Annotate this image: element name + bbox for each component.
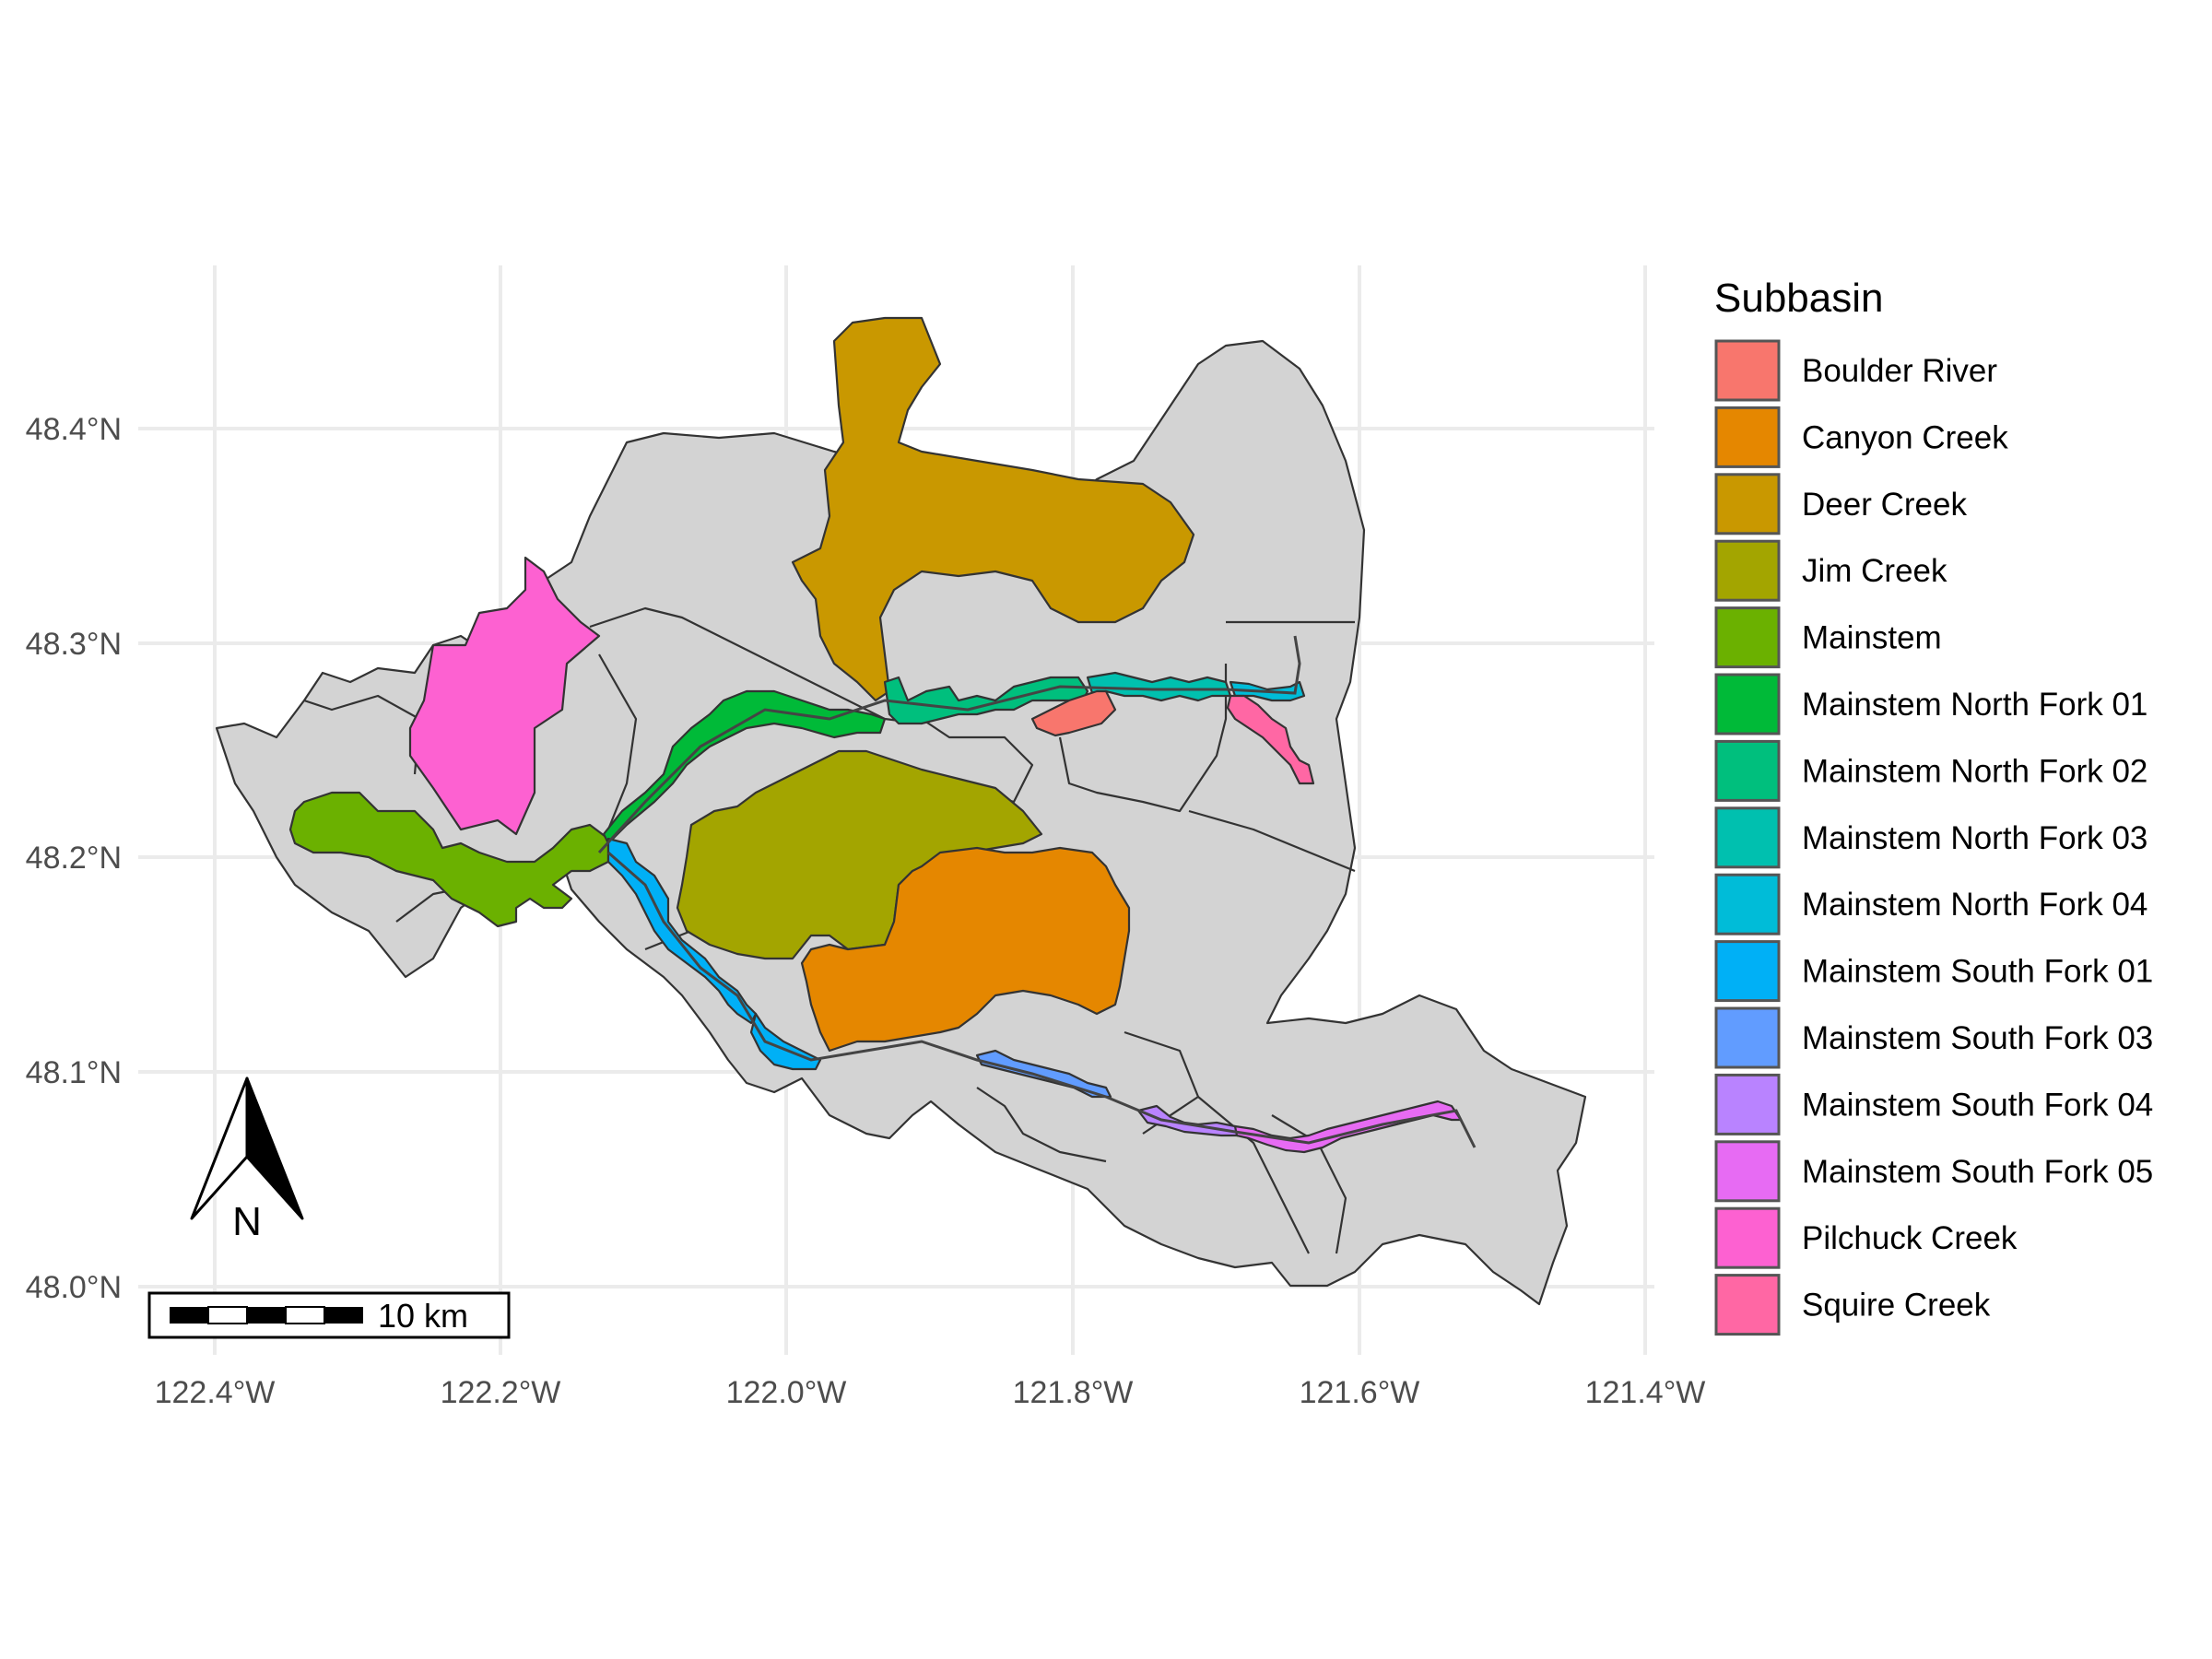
scale-bar-segment (324, 1307, 363, 1324)
north-arrow-label: N (232, 1199, 262, 1244)
lon-label: 122.2°W (441, 1375, 561, 1410)
legend-key (1714, 406, 1781, 468)
legend-label: Mainstem North Fork 01 (1802, 687, 2147, 723)
legend-items: Boulder River Canyon Creek Deer Creek Jim C… (1714, 339, 2153, 1336)
lon-label: 122.0°W (726, 1375, 847, 1410)
legend-item: Mainstem North Fork 04 (1714, 873, 2147, 935)
lat-label: 48.0°N (26, 1270, 122, 1305)
lon-label: 122.4°W (155, 1375, 276, 1410)
legend-item: Boulder River (1714, 339, 1997, 402)
legend-key (1714, 539, 1781, 602)
colored-subbasins (288, 316, 1463, 1154)
legend-label: Mainstem North Fork 03 (1802, 820, 2147, 856)
legend-label: Squire Creek (1802, 1288, 1991, 1324)
legend-label: Mainstem South Fork 01 (1802, 954, 2153, 990)
legend-key (1714, 1006, 1781, 1069)
subbasin-pilchuck-creek (408, 556, 601, 836)
subbasin-canyon-creek (800, 846, 1131, 1053)
legend-label: Boulder River (1802, 353, 1997, 389)
legend-item: Mainstem North Fork 03 (1714, 806, 2147, 869)
legend-key (1714, 1073, 1781, 1135)
legend: Subbasin Boulder River Canyon Creek Deer C… (1714, 276, 2153, 1336)
legend-label: Deer Creek (1802, 487, 1967, 523)
subbasin-mainstem-north-fork-03 (1086, 671, 1232, 702)
lon-label: 121.4°W (1585, 1375, 1706, 1410)
subbasin-squire-creek (1226, 694, 1315, 785)
legend-label: Mainstem South Fork 03 (1802, 1020, 2153, 1056)
legend-item: Mainstem South Fork 01 (1714, 940, 2153, 1003)
legend-key (1714, 606, 1781, 669)
subbasin-mainstem (288, 791, 610, 928)
scale-bar: 10 km (147, 1291, 511, 1339)
scale-bar-segment (247, 1307, 286, 1324)
legend-key (1714, 1274, 1781, 1336)
scale-bar-segment (285, 1306, 325, 1324)
legend-label: Mainstem South Fork 04 (1802, 1087, 2153, 1123)
lon-label: 121.6°W (1300, 1375, 1420, 1410)
gray-subbasin-boundary-6 (1058, 664, 1228, 813)
lat-label: 48.4°N (26, 412, 122, 447)
legend-label: Mainstem North Fork 02 (1802, 753, 2147, 789)
legend-item: Mainstem South Fork 05 (1714, 1140, 2153, 1203)
lat-axis: 48.4°N 48.3°N 48.2°N 48.1°N 48.0°N (26, 412, 122, 1305)
legend-item: Mainstem North Fork 01 (1714, 673, 2147, 735)
legend-label: Mainstem (1802, 620, 1942, 656)
legend-item: Jim Creek (1714, 539, 1947, 602)
legend-item: Mainstem South Fork 03 (1714, 1006, 2153, 1069)
lat-label: 48.3°N (26, 627, 122, 662)
rivers (597, 635, 1477, 1148)
subbasin-boulder-river (1030, 689, 1117, 737)
lon-label: 121.8°W (1013, 1375, 1134, 1410)
gray-subbasin-boundary-9 (1271, 1114, 1347, 1254)
legend-key (1714, 940, 1781, 1003)
river-north-fork (597, 635, 1301, 854)
river-south-fork (607, 851, 1477, 1148)
legend-label: Canyon Creek (1802, 419, 2008, 455)
legend-key (1714, 1140, 1781, 1203)
north-arrow: N (190, 1077, 304, 1244)
legend-item: Pilchuck Creek (1714, 1206, 2018, 1269)
legend-label: Jim Creek (1802, 553, 1947, 589)
legend-key (1714, 473, 1781, 535)
legend-key (1714, 1206, 1781, 1269)
legend-key (1714, 339, 1781, 402)
legend-item: Canyon Creek (1714, 406, 2008, 468)
scale-bar-label: 10 km (378, 1297, 468, 1335)
gray-subbasin-boundary-8 (1124, 1030, 1200, 1135)
legend-label: Mainstem South Fork 05 (1802, 1154, 2153, 1190)
scale-bar-segment (170, 1307, 208, 1324)
lon-axis: 122.4°W 122.2°W 122.0°W 121.8°W 121.6°W … (155, 1375, 1706, 1410)
subbasin-mainstem-north-fork-02 (883, 676, 1089, 725)
subbasin-deer-creek (791, 316, 1195, 702)
subbasin-mainstem-south-fork-03 (975, 1049, 1112, 1099)
legend-key (1714, 673, 1781, 735)
legend-key (1714, 806, 1781, 869)
gray-subbasin-boundary-5 (1188, 809, 1356, 873)
legend-key (1714, 739, 1781, 802)
legend-key (1714, 873, 1781, 935)
legend-item: Mainstem North Fork 02 (1714, 739, 2147, 802)
gray-subbasin-boundary-10 (1197, 1096, 1310, 1254)
lat-label: 48.2°N (26, 841, 122, 876)
legend-item: Mainstem (1714, 606, 1942, 669)
gray-subbasin-boundary-13 (976, 1087, 1107, 1163)
legend-item: Mainstem South Fork 04 (1714, 1073, 2153, 1135)
north-arrow-right-half (245, 1077, 304, 1220)
lat-label: 48.1°N (26, 1055, 122, 1090)
legend-item: Deer Creek (1714, 473, 1967, 535)
legend-label: Mainstem North Fork 04 (1802, 887, 2147, 923)
subbasin-mainstem-north-fork-01 (602, 689, 887, 845)
scale-bar-segment (207, 1306, 248, 1324)
legend-title: Subbasin (1714, 276, 1883, 321)
legend-label: Pilchuck Creek (1802, 1220, 2018, 1256)
north-arrow-left-half (190, 1077, 249, 1220)
legend-item: Squire Creek (1714, 1274, 1991, 1336)
